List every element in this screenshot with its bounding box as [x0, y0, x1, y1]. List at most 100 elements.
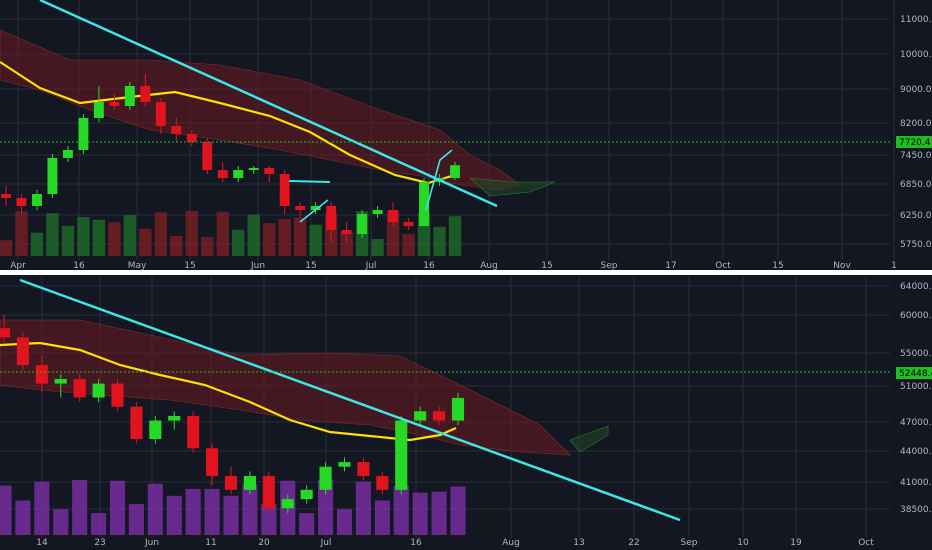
candle-body[interactable] [319, 466, 332, 490]
y-axis-tick-label: 11000.0 [900, 15, 932, 25]
candle-body[interactable] [187, 415, 200, 449]
candle-body[interactable] [281, 499, 294, 509]
candle-body[interactable] [130, 406, 143, 440]
candle-body[interactable] [243, 475, 256, 490]
candle-body[interactable] [92, 383, 105, 398]
candle-body[interactable] [395, 420, 408, 490]
candle-body[interactable] [248, 168, 259, 170]
candle-body[interactable] [451, 397, 465, 421]
y-axis-tick-label: 7450.0 [900, 151, 932, 161]
x-axis-tick-label: May [128, 261, 147, 271]
candle-body[interactable] [140, 86, 151, 102]
candle-body[interactable] [264, 168, 275, 174]
volume-bar [46, 213, 59, 256]
candle-body[interactable] [54, 378, 67, 384]
candle-body[interactable] [168, 415, 181, 421]
candle-body[interactable] [357, 462, 370, 476]
volume-bar [216, 211, 229, 256]
candle-body[interactable] [73, 378, 86, 398]
volume-bar [340, 231, 353, 256]
volume-bar [299, 513, 315, 535]
candle-body[interactable] [62, 150, 73, 158]
candle-body[interactable] [376, 475, 389, 490]
candle-body[interactable] [171, 126, 182, 134]
x-axis-tick-label: Nov [833, 261, 851, 271]
candle-body[interactable] [414, 411, 427, 421]
candle-body[interactable] [0, 328, 11, 338]
candle-body[interactable] [1, 194, 11, 198]
candle-body[interactable] [433, 411, 446, 421]
candle-body[interactable] [310, 206, 321, 210]
ichimoku-cloud-bearish [0, 29, 521, 191]
ichimoku-cloud-bullish [469, 177, 556, 197]
x-axis-tick-label: 11 [205, 538, 216, 548]
x-axis-tick-label: 23 [94, 538, 105, 548]
volume-bar [92, 219, 106, 256]
volume-bar [247, 214, 260, 256]
candle-body[interactable] [295, 206, 306, 210]
volume-bar [91, 513, 107, 535]
candle-body[interactable] [224, 475, 238, 490]
bottom-chart-panel[interactable]: 64000.0 60000.0 55000.0 51000.0 47000.0 44000… [0, 276, 932, 548]
support-trendline[interactable] [288, 180, 331, 183]
x-axis-tick-label: Sep [681, 538, 698, 548]
candle-body[interactable] [16, 337, 29, 366]
x-axis-tick-label: 1 [891, 261, 897, 271]
candle-body[interactable] [109, 102, 120, 106]
candle-body[interactable] [35, 365, 48, 384]
candle-body[interactable] [403, 222, 414, 226]
breakout-trendline[interactable] [425, 149, 453, 211]
candle-body[interactable] [47, 158, 58, 194]
current-price-box [896, 367, 932, 379]
candle-body[interactable] [338, 462, 351, 467]
candle-body[interactable] [300, 489, 313, 500]
candle-body[interactable] [32, 194, 42, 206]
candle-body[interactable] [388, 210, 399, 222]
candle-body[interactable] [93, 102, 104, 118]
volume-bar [318, 480, 334, 535]
channel-trendline[interactable] [299, 199, 329, 223]
candle-body[interactable] [419, 182, 429, 226]
candle-body[interactable] [206, 448, 219, 476]
candle-body[interactable] [326, 206, 337, 230]
candle-body[interactable] [279, 174, 290, 206]
candle-body[interactable] [16, 198, 27, 206]
y-axis-tick-label: 51000.0 [900, 382, 932, 392]
candle-body[interactable] [111, 383, 124, 407]
x-axis-tick-label: Sep [601, 261, 618, 271]
candle-body[interactable] [124, 86, 135, 106]
volume-bar [371, 239, 384, 256]
descending-trendline[interactable] [19, 278, 681, 522]
x-axis-tick-label: Jul [365, 261, 377, 271]
volume-bar [77, 216, 90, 256]
x-axis-tick-label: 16 [423, 261, 435, 271]
candle-body[interactable] [186, 134, 197, 142]
volume-bar [0, 240, 13, 256]
descending-trendline[interactable] [39, 0, 498, 208]
candle-body[interactable] [450, 165, 460, 178]
y-axis-tick-label: 5750.0 [900, 240, 932, 250]
volume-bar [53, 509, 69, 535]
volume-bar [431, 491, 447, 535]
volume-bar [128, 504, 144, 535]
candle-body[interactable] [202, 142, 213, 170]
top-chart-panel[interactable]: 11000.0 10000.0 9000.0 8200.0 7450.0 6850.0 62… [0, 0, 932, 271]
volume-bar [293, 217, 307, 256]
candle-body[interactable] [149, 420, 162, 440]
candle-body[interactable] [233, 170, 244, 178]
volume-bar [108, 222, 121, 256]
candle-body[interactable] [341, 230, 352, 234]
candle-body[interactable] [357, 214, 368, 234]
x-axis-tick-label: Oct [715, 261, 731, 271]
current-price-label: 52448.4 [899, 369, 932, 379]
candle-body[interactable] [217, 170, 228, 178]
candle-body[interactable] [78, 118, 89, 150]
x-axis-tick-label: Oct [858, 538, 874, 548]
x-axis-tick-label: 15 [184, 261, 195, 271]
candle-body[interactable] [155, 102, 166, 126]
volume-bar [15, 211, 28, 256]
candle-body[interactable] [372, 210, 383, 214]
candle-body[interactable] [262, 475, 275, 509]
y-axis-tick-label: 64000.0 [900, 282, 932, 292]
volume-bar [34, 481, 50, 535]
